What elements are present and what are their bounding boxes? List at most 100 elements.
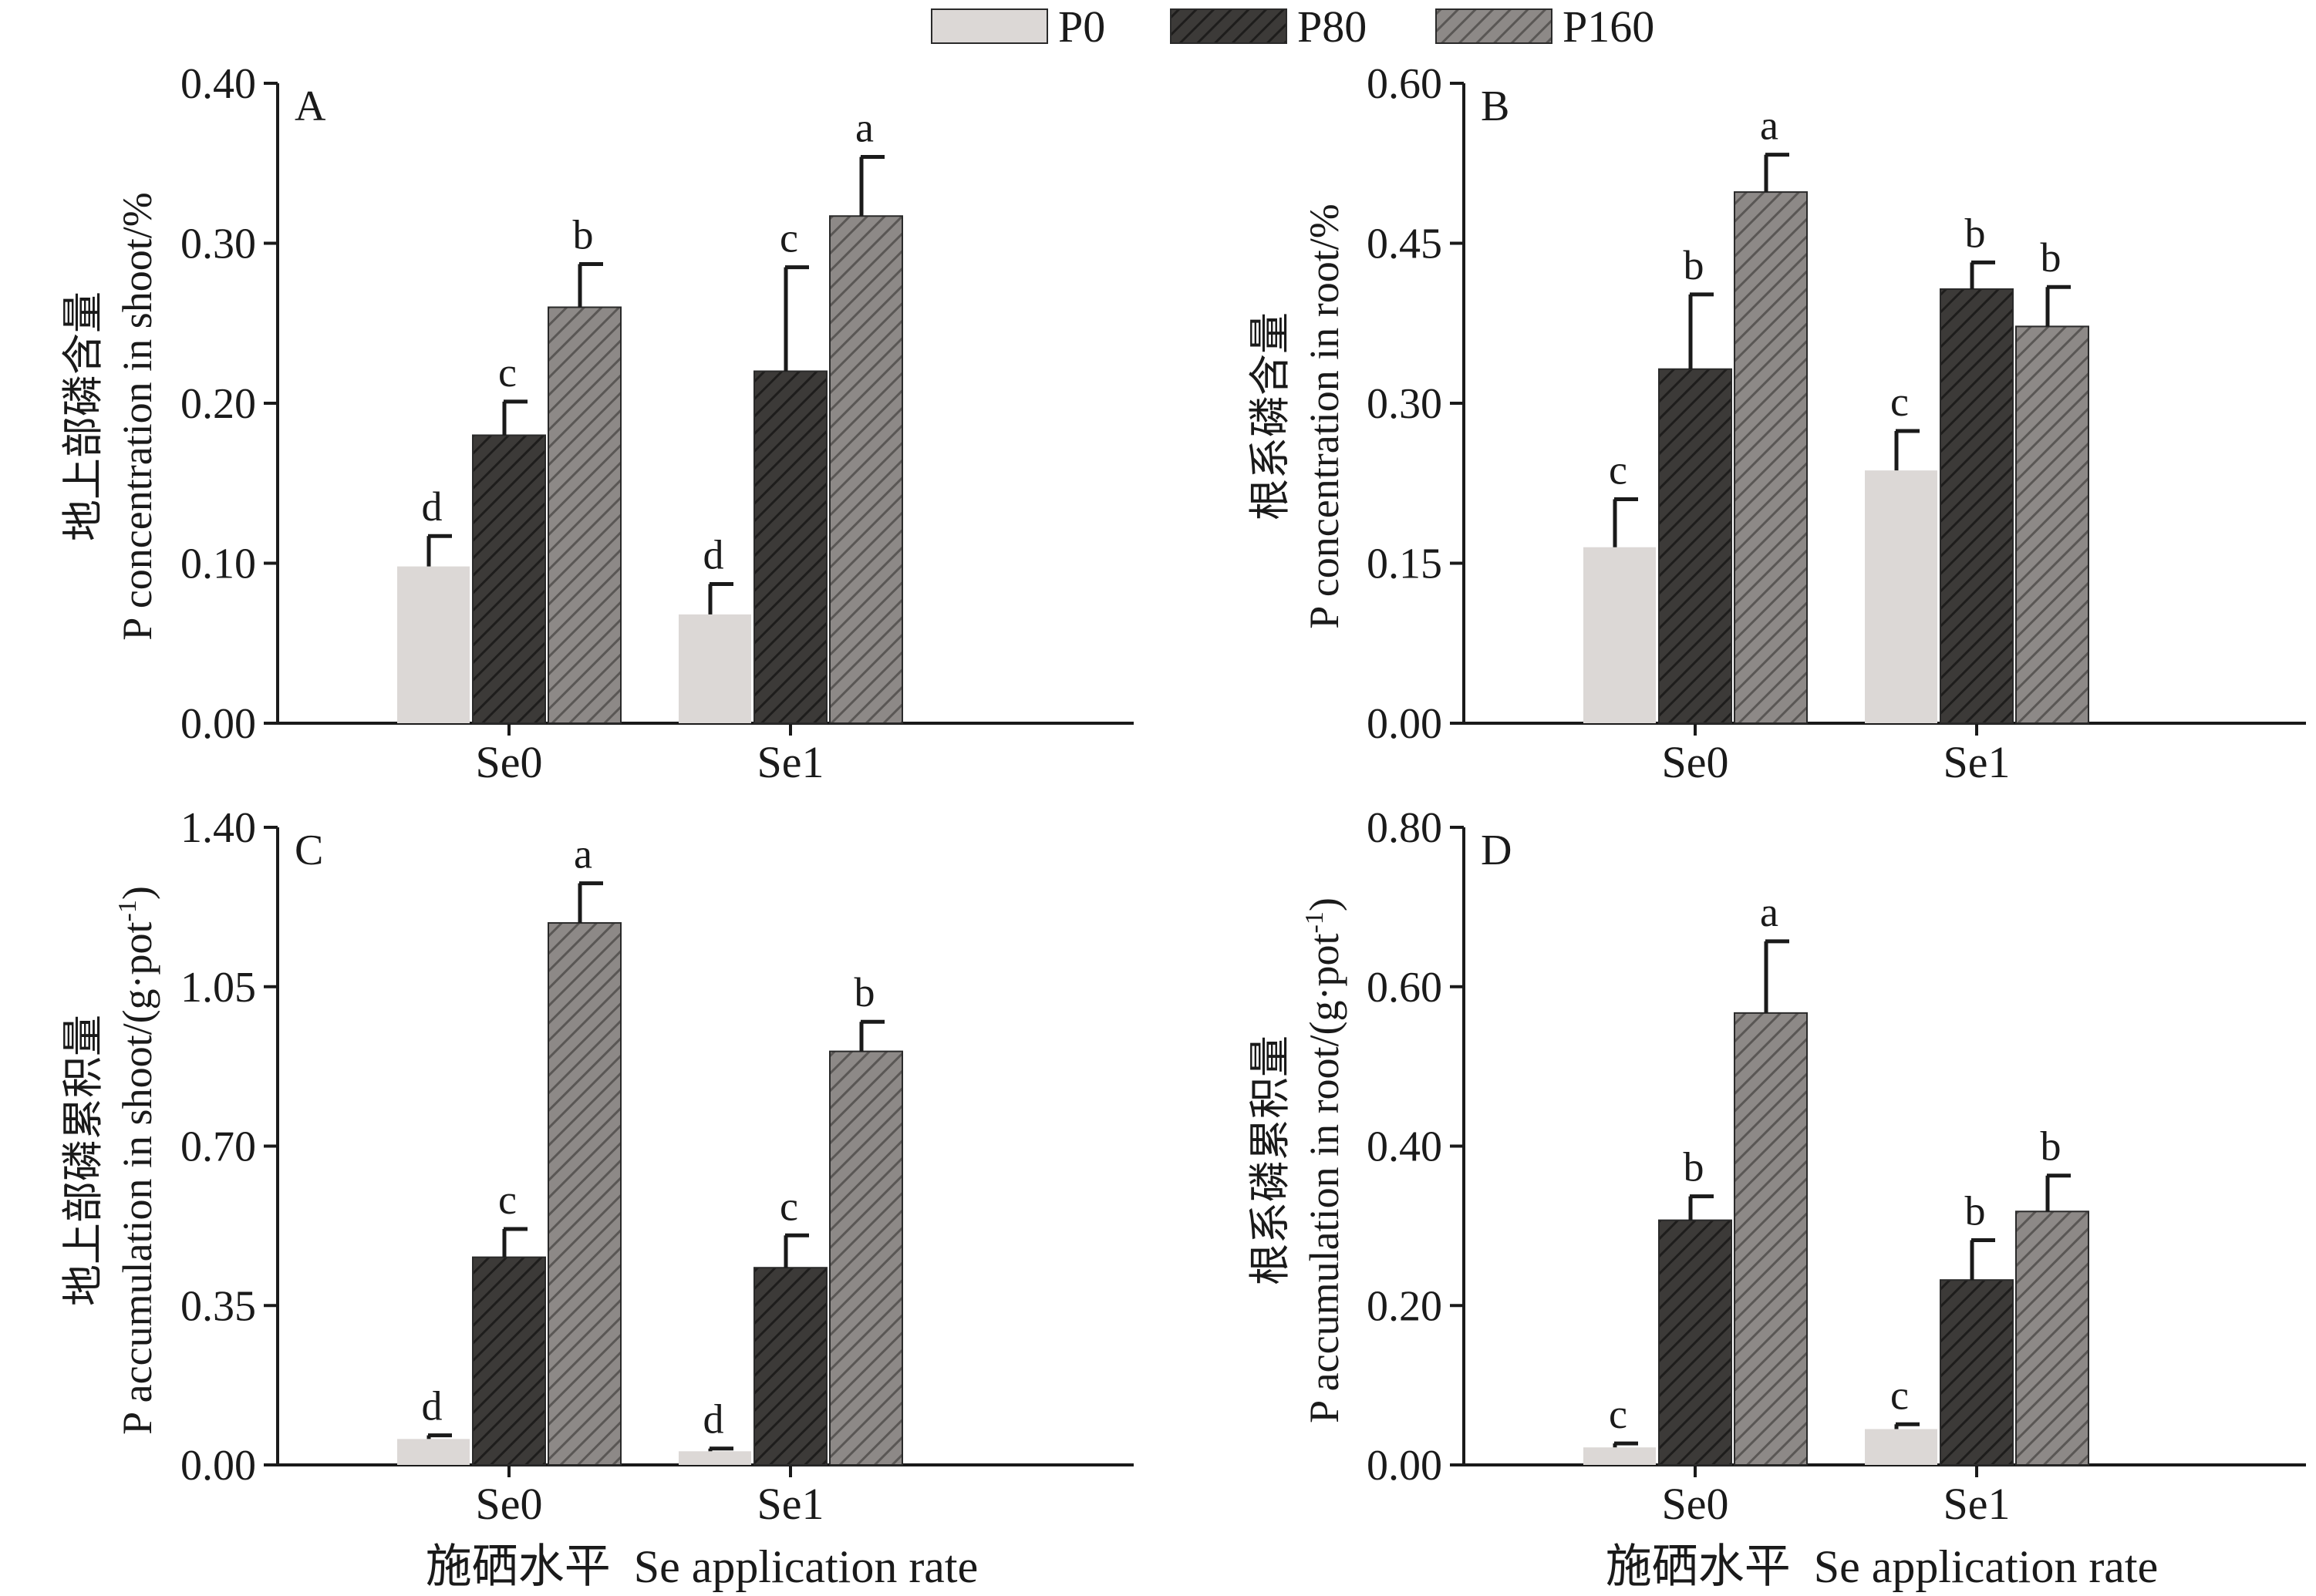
panel-a-letter: A [295, 82, 326, 130]
panel-b-y-tick-label: 0.60 [1367, 60, 1442, 108]
panel-a-category-label: Se1 [757, 737, 824, 787]
panel-a-significance-letter: d [703, 531, 724, 577]
panel-b-y-tick-label: 0.30 [1367, 380, 1442, 428]
panel-c-category-label: Se1 [757, 1479, 824, 1529]
panel-c-y-label-en-main: P accumulation in shoot/(g·pot [114, 921, 160, 1434]
panel-c-y-tick-label: 0.70 [180, 1123, 256, 1171]
panel-d-y-label-cn: 根系磷累积量 [1247, 1035, 1293, 1285]
panel-c-y-tick-label: 0.00 [180, 1442, 256, 1490]
panel-c-category-label: Se0 [476, 1479, 543, 1529]
panel-d-category-label: Se0 [1662, 1479, 1729, 1529]
panel-d-bar-p80-se0 [1658, 1219, 1732, 1466]
panel-a-bar-p0-se0 [397, 566, 470, 723]
panel-a-significance-letter: a [855, 104, 874, 150]
panel-d-y-label-en-main: P accumulation in root/(g·pot [1301, 933, 1347, 1423]
panel-b-significance-letter: c [1890, 379, 1909, 425]
panel-c-bar-p160-se0 [548, 922, 622, 1466]
panel-d-significance-letter: c [1609, 1391, 1627, 1437]
panel-d-significance-letter: b [1965, 1187, 1986, 1234]
panel-a-y-tick-label: 0.10 [180, 540, 256, 588]
legend-label-p80: P80 [1297, 2, 1367, 52]
panel-c-significance-letter: d [422, 1383, 443, 1429]
panel-a-bar-p160-se1 [829, 215, 903, 725]
panel-b-y-tick-label: 0.45 [1367, 221, 1442, 268]
panel-c-y-label-en: P accumulation in shoot/(g·pot-1) [113, 886, 160, 1435]
panel-c-bar-p0-se1 [679, 1451, 751, 1465]
panel-d-y-tick-label: 0.40 [1367, 1123, 1442, 1171]
panel-d-significance-letter: b [2041, 1123, 2061, 1170]
panel-a-category-label: Se0 [476, 737, 543, 787]
panel-d: 根系磷累积量 P accumulation in root/(g·pot-1) … [1247, 804, 2306, 1529]
panel-a-y-label-cn: 地上部磷含量 [60, 291, 106, 541]
panel-b: 根系磷含量 P concentration in root/% 0.00 0.15… [1247, 60, 2306, 787]
panel-d-y-label-en-tail: ) [1301, 897, 1347, 911]
panel-d-plot: 0.00 0.20 0.40 0.60 0.80 D Se0 Se1 c c b b a b [1367, 804, 2306, 1529]
panel-c-bar-p0-se0 [397, 1439, 470, 1465]
panel-b-bar-p0-se0 [1583, 547, 1656, 723]
panel-c-letter: C [295, 827, 323, 874]
panel-b-bar-p80-se0 [1658, 368, 1732, 724]
panel-c-axes [276, 827, 1134, 1466]
panel-b-bar-p160-se0 [1734, 191, 1808, 725]
legend: P0 P80 P160 [931, 2, 1654, 52]
panel-a-significance-letter: c [498, 349, 517, 396]
panel-d-bar-p0-se0 [1583, 1447, 1656, 1465]
panel-a: 地上部磷含量 P concentration in shoot/% 0.00 0.… [60, 60, 1134, 787]
panel-c: 地上部磷累积量 P accumulation in shoot/(g·pot-1… [60, 804, 1134, 1529]
panel-d-y-tick-label: 0.20 [1367, 1282, 1442, 1330]
legend-swatch-p160 [1435, 8, 1552, 44]
panel-b-y-label-en: P concentration in root/% [1301, 204, 1347, 628]
panel-a-y-tick-label: 0.30 [180, 221, 256, 268]
panel-d-bar-p160-se0 [1734, 1012, 1808, 1466]
panel-d-category-label: Se1 [1943, 1479, 2011, 1529]
legend-label-p0: P0 [1058, 2, 1105, 52]
panel-a-bar-p80-se0 [472, 434, 546, 724]
panel-d-y-label-en-sup: -1 [1300, 911, 1329, 933]
panel-c-bar-p80-se0 [472, 1256, 546, 1466]
panel-c-significance-letter: b [855, 969, 875, 1015]
panel-a-bar-p0-se1 [679, 614, 751, 723]
panel-c-significance-letter: d [703, 1396, 724, 1443]
legend-swatch-p80 [1170, 8, 1287, 44]
panel-b-bar-p0-se1 [1865, 470, 1937, 723]
panel-c-bar-p160-se1 [829, 1050, 903, 1466]
panel-b-category-label: Se1 [1943, 737, 2011, 787]
legend-swatch-p0 [931, 8, 1048, 44]
panel-a-bar-p80-se1 [753, 370, 828, 724]
panel-d-significance-letter: c [1890, 1372, 1909, 1418]
panel-a-bar-p160-se0 [548, 306, 622, 724]
panel-a-y-tick-label: 0.40 [180, 60, 256, 108]
panel-d-y-label-en: P accumulation in root/(g·pot-1) [1300, 897, 1347, 1423]
panel-d-letter: D [1481, 827, 1512, 874]
panel-a-y-tick-label: 0.20 [180, 380, 256, 428]
panel-c-significance-letter: a [574, 831, 592, 877]
legend-label-p160: P160 [1563, 2, 1654, 52]
panel-a-significance-letter: b [573, 211, 594, 258]
panel-c-bar-p80-se1 [753, 1267, 828, 1466]
panel-d-y-tick-label: 0.80 [1367, 804, 1442, 852]
panel-b-bar-p80-se1 [1940, 288, 2014, 724]
panel-a-y-tick-label: 0.00 [180, 700, 256, 748]
panel-d-y-tick-label: 0.60 [1367, 964, 1442, 1012]
panel-d-y-tick-label: 0.00 [1367, 1442, 1442, 1490]
panel-c-y-label-en-sup: -1 [113, 900, 142, 921]
panel-c-significance-letter: c [780, 1183, 798, 1229]
panel-b-category-label: Se0 [1662, 737, 1729, 787]
panel-d-significance-letter: a [1760, 889, 1778, 935]
panel-b-y-tick-label: 0.15 [1367, 540, 1442, 588]
x-axis-label-right: 施硒水平 Se application rate [1606, 1541, 2158, 1592]
panel-b-y-tick-label: 0.00 [1367, 700, 1442, 748]
panel-b-plot: 0.00 0.15 0.30 0.45 0.60 B Se0 Se1 c c b b a b [1367, 60, 2306, 787]
panel-d-bar-p80-se1 [1940, 1279, 2014, 1466]
panel-b-significance-letter: a [1760, 103, 1778, 149]
panel-b-bar-p160-se1 [2015, 325, 2089, 724]
panel-d-bar-p0-se1 [1865, 1429, 1937, 1465]
panel-a-y-label-en: P concentration in shoot/% [114, 192, 160, 640]
panel-b-y-label-cn: 根系磷含量 [1247, 312, 1293, 520]
panel-a-significance-letter: d [422, 483, 443, 530]
panel-b-significance-letter: b [2041, 234, 2061, 281]
panel-c-y-tick-label: 1.40 [180, 804, 256, 852]
panel-b-significance-letter: c [1609, 447, 1627, 493]
panel-a-significance-letter: c [780, 215, 798, 261]
